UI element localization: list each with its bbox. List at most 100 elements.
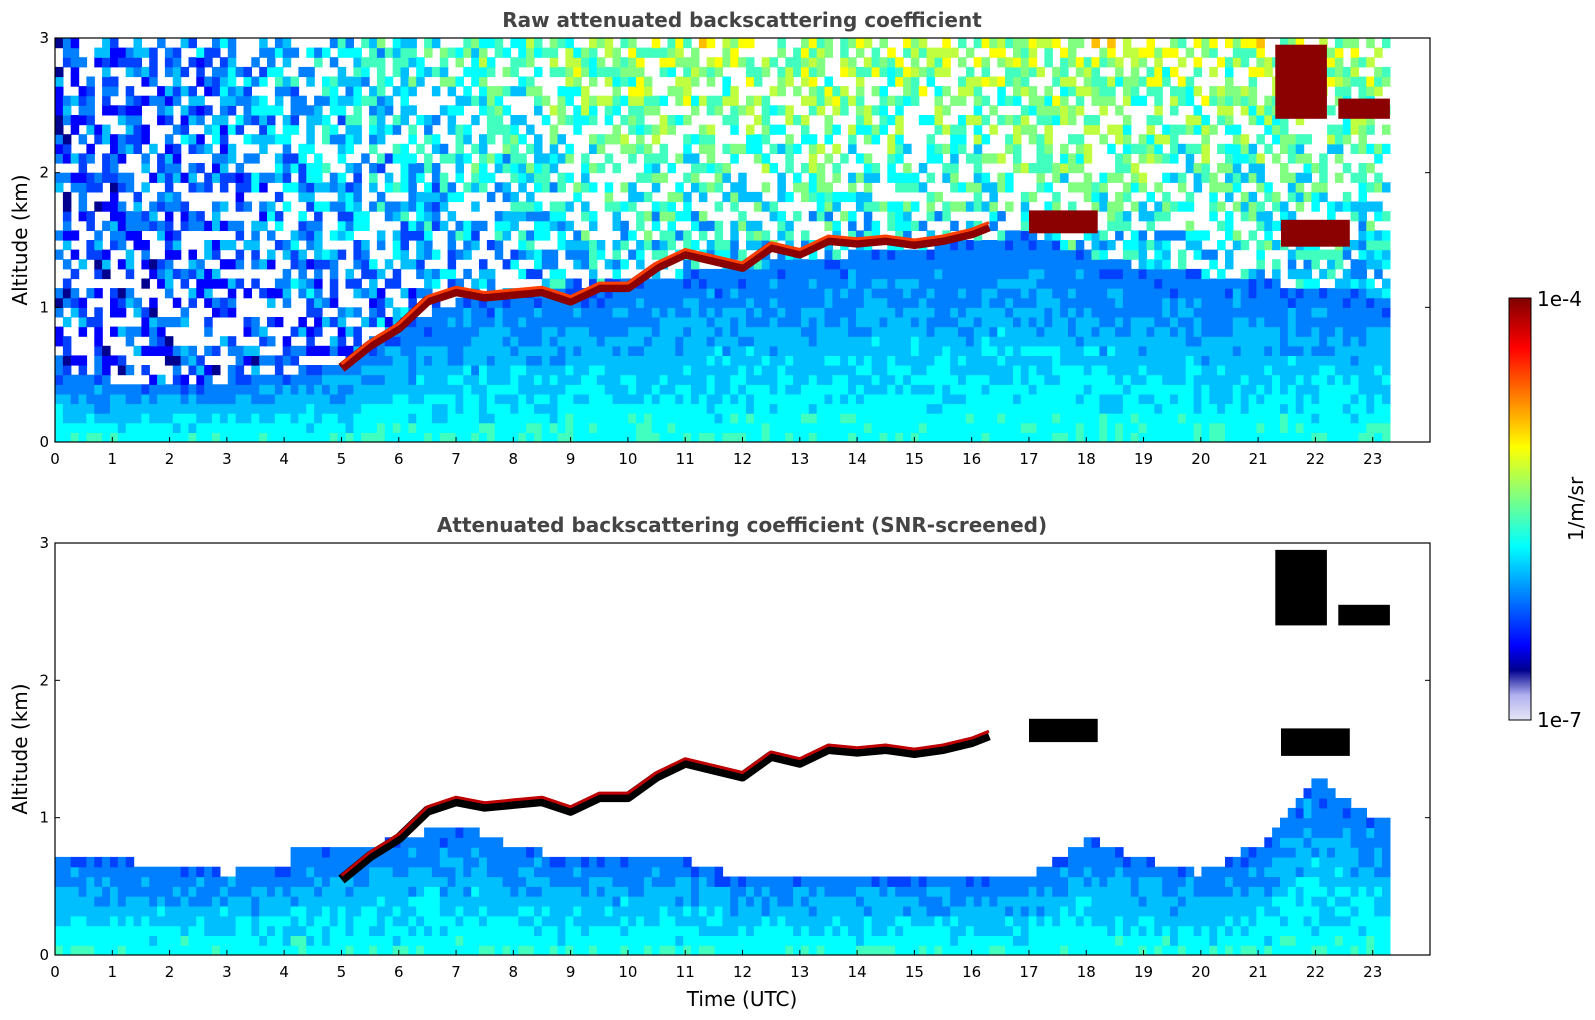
raw-heatmap-cell <box>919 394 928 404</box>
raw-heatmap-cell <box>935 211 944 221</box>
raw-heatmap-cell <box>683 144 692 154</box>
raw-heatmap-cell <box>958 115 967 125</box>
raw-heatmap-cell <box>503 125 512 135</box>
raw-heatmap-cell <box>189 182 198 192</box>
raw-heatmap-cell <box>259 259 268 269</box>
raw-heatmap-cell <box>1044 394 1053 404</box>
raw-heatmap-cell <box>1162 317 1171 327</box>
raw-heatmap-cell <box>605 346 614 356</box>
raw-heatmap-cell <box>730 192 739 202</box>
raw-heatmap-cell <box>322 259 331 269</box>
raw-heatmap-cell <box>589 67 598 77</box>
raw-heatmap-cell <box>1280 134 1289 144</box>
raw-heatmap-cell <box>1123 77 1132 87</box>
raw-heatmap-cell <box>620 404 629 414</box>
raw-heatmap-cell <box>63 413 72 423</box>
raw-heatmap-cell <box>330 279 339 289</box>
raw-heatmap-cell <box>526 77 535 87</box>
raw-heatmap-cell <box>204 404 213 414</box>
raw-heatmap-cell <box>448 346 457 356</box>
raw-heatmap-cell <box>660 67 669 77</box>
raw-heatmap-cell <box>94 413 103 423</box>
raw-heatmap-cell <box>401 202 410 212</box>
raw-heatmap-cell <box>55 404 64 414</box>
raw-heatmap-cell <box>1194 250 1203 260</box>
raw-heatmap-cell <box>919 298 928 308</box>
raw-heatmap-cell <box>691 96 700 106</box>
raw-heatmap-cell <box>416 317 425 327</box>
raw-heatmap-cell <box>754 307 763 317</box>
raw-heatmap-cell <box>1201 134 1210 144</box>
raw-heatmap-cell <box>691 182 700 192</box>
raw-heatmap-cell <box>809 375 818 385</box>
raw-heatmap-cell <box>1209 384 1218 394</box>
raw-heatmap-cell <box>283 355 292 365</box>
raw-heatmap-cell <box>1131 86 1140 96</box>
raw-heatmap-cell <box>1037 279 1046 289</box>
raw-heatmap-cell <box>613 57 622 67</box>
raw-heatmap-cell <box>880 346 889 356</box>
raw-heatmap-cell <box>1052 288 1061 298</box>
raw-heatmap-cell <box>432 67 441 77</box>
raw-heatmap-cell <box>675 404 684 414</box>
raw-heatmap-cell <box>974 192 983 202</box>
raw-heatmap-cell <box>895 259 904 269</box>
raw-heatmap-cell <box>754 279 763 289</box>
raw-heatmap-cell <box>424 404 433 414</box>
raw-heatmap-cell <box>165 250 174 260</box>
raw-heatmap-cell <box>1256 153 1265 163</box>
raw-heatmap-cell <box>652 394 661 404</box>
raw-heatmap-cell <box>259 423 268 433</box>
raw-heatmap-cell <box>298 96 307 106</box>
raw-heatmap-cell <box>1256 48 1265 58</box>
raw-heatmap-cell <box>102 355 111 365</box>
raw-heatmap-cell <box>1044 413 1053 423</box>
raw-heatmap-cell <box>463 375 472 385</box>
raw-heatmap-cell <box>377 86 386 96</box>
raw-heatmap-cell <box>79 298 88 308</box>
raw-heatmap-cell <box>966 288 975 298</box>
raw-heatmap-cell <box>134 221 143 231</box>
raw-heatmap-cell <box>291 259 300 269</box>
raw-heatmap-cell <box>228 413 237 423</box>
raw-heatmap-cell <box>809 163 818 173</box>
raw-heatmap-cell <box>1288 250 1297 260</box>
raw-heatmap-cell <box>1139 173 1148 183</box>
raw-heatmap-cell <box>63 202 72 212</box>
raw-heatmap-cell <box>1107 211 1116 221</box>
raw-heatmap-cell <box>267 375 276 385</box>
raw-heatmap-cell <box>927 423 936 433</box>
raw-heatmap-cell <box>196 288 205 298</box>
raw-heatmap-cell <box>1084 259 1093 269</box>
raw-heatmap-cell <box>1076 86 1085 96</box>
raw-heatmap-cell <box>565 384 574 394</box>
raw-heatmap-cell <box>856 250 865 260</box>
raw-heatmap-cell <box>369 96 378 106</box>
raw-heatmap-cell <box>102 346 111 356</box>
raw-heatmap-cell <box>730 144 739 154</box>
raw-heatmap-cell <box>950 259 959 269</box>
raw-heatmap-cell <box>895 413 904 423</box>
raw-heatmap-cell <box>94 346 103 356</box>
raw-heatmap-cell <box>487 279 496 289</box>
raw-heatmap-cell <box>251 384 259 394</box>
raw-heatmap-cell <box>118 288 127 298</box>
raw-heatmap-cell <box>1084 153 1093 163</box>
raw-heatmap-cell <box>408 336 417 346</box>
raw-heatmap-cell <box>785 432 794 442</box>
raw-heatmap-cell <box>456 77 465 87</box>
raw-heatmap-cell <box>534 355 543 365</box>
raw-heatmap-cell <box>236 365 245 375</box>
raw-heatmap-cell <box>510 86 519 96</box>
raw-heatmap-cell <box>353 336 362 346</box>
raw-heatmap-cell <box>777 404 786 414</box>
raw-heatmap-cell <box>1170 269 1179 279</box>
raw-heatmap-cell <box>1201 163 1210 173</box>
raw-heatmap-cell <box>314 317 323 327</box>
raw-heatmap-cell <box>1256 57 1265 67</box>
raw-heatmap-cell <box>997 404 1006 414</box>
raw-heatmap-cell <box>157 173 166 183</box>
raw-heatmap-cell <box>165 240 174 250</box>
raw-heatmap-cell <box>880 307 889 317</box>
raw-heatmap-cell <box>291 279 300 289</box>
